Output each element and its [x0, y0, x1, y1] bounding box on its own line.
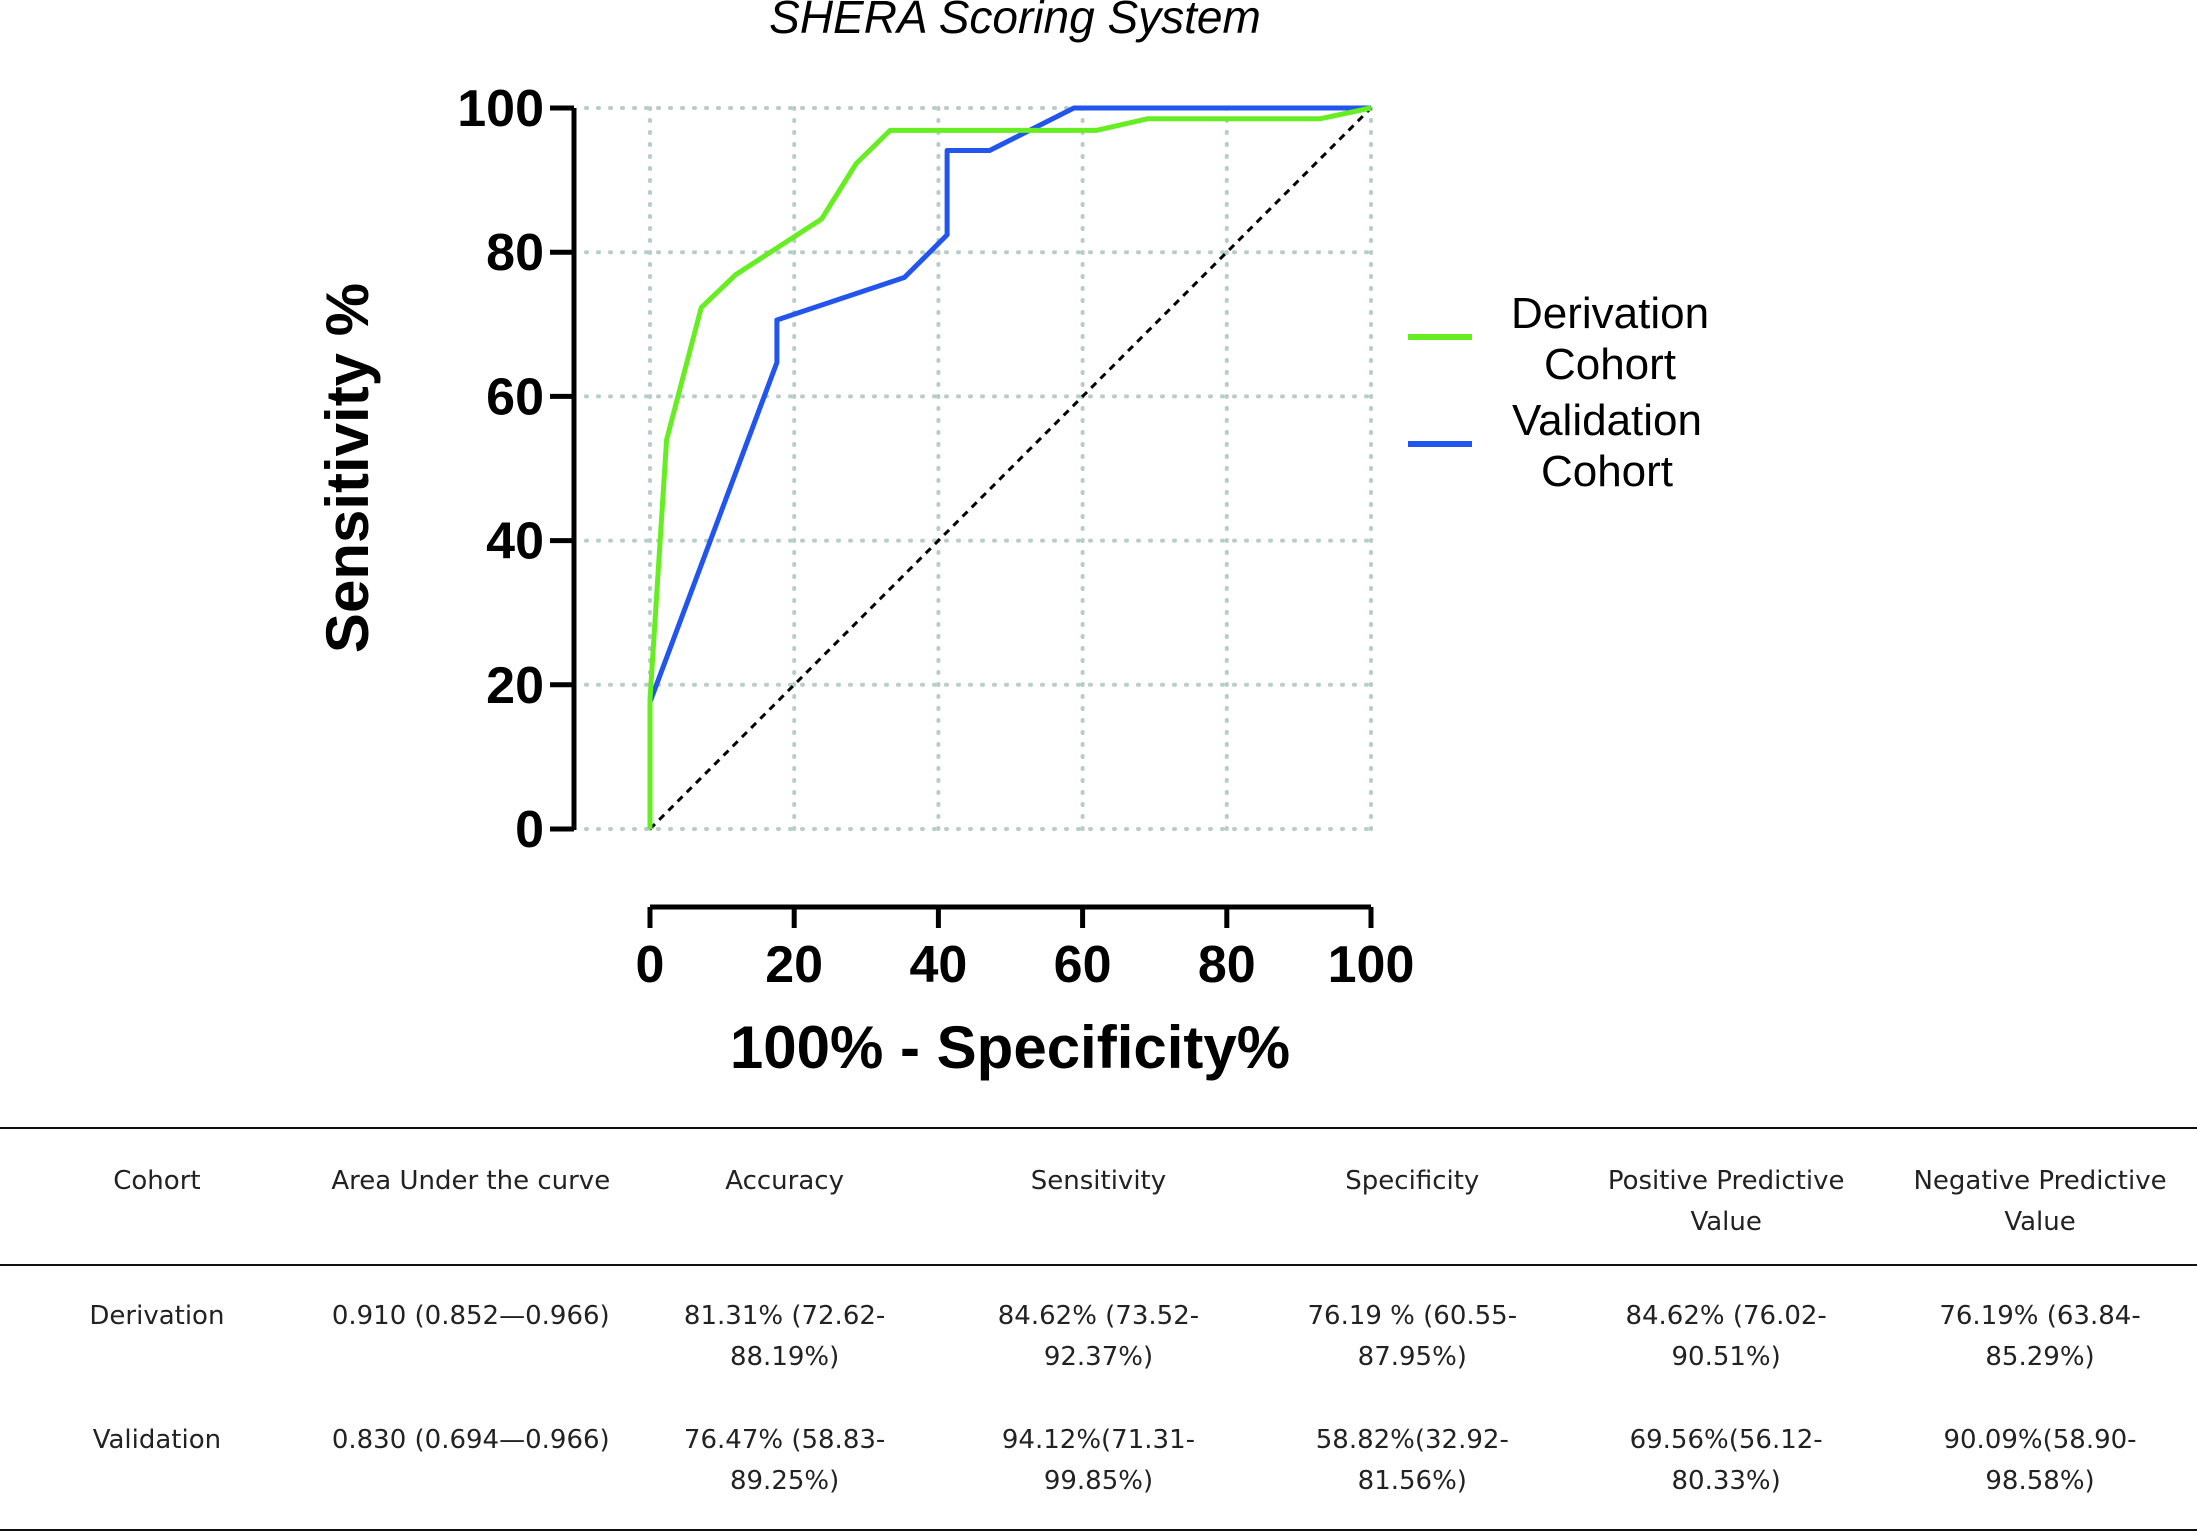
- x-tick-label-5: 100: [1328, 936, 1415, 994]
- x-tick-label-1: 20: [765, 936, 823, 994]
- table-cell: 0.830 (0.694—0.966): [313, 1398, 628, 1531]
- x-ticks: 0 20 40 60 80 100: [636, 907, 1415, 994]
- table-cell: 76.19% (63.84-85.29%): [1939, 1301, 2141, 1372]
- grid: [584, 106, 1373, 831]
- reference-diagonal-line: [648, 106, 1373, 831]
- table-cell: 76.47% (58.83-89.25%): [627, 1398, 942, 1531]
- y-tick-label-2: 40: [486, 513, 544, 571]
- chart-title: SHERA Scoring System: [769, 0, 1261, 43]
- x-axis-label: 100% - Specificity%: [730, 1014, 1290, 1081]
- table-cell: 84.62% (73.52-92.37%): [997, 1301, 1200, 1372]
- table-row: Validation 0.830 (0.694—0.966) 76.47% (5…: [0, 1398, 2197, 1531]
- table-cell: Derivation: [89, 1301, 225, 1331]
- roc-chart: SHERA Scoring System 0 20 40 60 80 100 0 20 40 6…: [314, 0, 1709, 1081]
- y-ticks: 0 20 40 60 80 100: [457, 80, 574, 859]
- header-npv: Negative Predictive Value: [1883, 1127, 2197, 1266]
- legend-label-derivation-line-1: Derivation: [1511, 289, 1709, 338]
- y-tick-label-1: 20: [486, 657, 544, 715]
- legend-label-validation-line-2: Cohort: [1541, 447, 1673, 496]
- x-tick-label-0: 0: [636, 936, 665, 994]
- series-lines: [647, 105, 1373, 831]
- results-table: Cohort Area Under the curve Accuracy Sen…: [0, 1127, 2197, 1531]
- y-axis-label: Sensitivity %: [314, 283, 381, 653]
- x-tick-label-2: 40: [909, 936, 967, 994]
- table-cell: 94.12%(71.31-99.85%): [941, 1398, 1256, 1531]
- y-tick-label-0: 0: [515, 801, 544, 859]
- legend-label-validation-line-1: Validation: [1512, 396, 1702, 445]
- table-cell: 69.56%(56.12-80.33%): [1569, 1398, 1884, 1531]
- table-cell: 0.910 (0.852—0.966): [331, 1301, 610, 1331]
- table-row: Derivation 0.910 (0.852—0.966) 81.31% (7…: [0, 1265, 2197, 1398]
- table-cell: 58.82%(32.92-81.56%): [1255, 1398, 1570, 1531]
- header-auc: Area Under the curve: [313, 1127, 628, 1266]
- header-ppv: Positive Predictive Value: [1569, 1127, 1884, 1266]
- y-tick-label-5: 100: [457, 80, 544, 138]
- table-cell: 90.09%(58.90-98.58%): [1883, 1398, 2197, 1531]
- table-cell: 76.19 % (60.55-87.95%): [1307, 1301, 1518, 1372]
- legend: Derivation Cohort Validation Cohort: [1408, 289, 1709, 496]
- x-tick-label-4: 80: [1198, 936, 1256, 994]
- header-cohort: Cohort: [0, 1127, 314, 1266]
- table-header-row: Cohort Area Under the curve Accuracy Sen…: [0, 1127, 2197, 1266]
- table-cell: 81.31% (72.62-88.19%): [683, 1301, 886, 1372]
- table-cell: Validation: [0, 1398, 314, 1531]
- x-tick-label-3: 60: [1054, 936, 1112, 994]
- y-tick-label-3: 60: [486, 368, 544, 426]
- series-line-derivation: [647, 105, 1372, 829]
- header-sensitivity: Sensitivity: [941, 1127, 1256, 1266]
- legend-label-derivation-line-2: Cohort: [1544, 340, 1676, 389]
- y-tick-label-4: 80: [486, 224, 544, 282]
- header-accuracy: Accuracy: [627, 1127, 942, 1266]
- header-specificity: Specificity: [1255, 1127, 1570, 1266]
- table-cell: 84.62% (76.02-90.51%): [1625, 1301, 1827, 1372]
